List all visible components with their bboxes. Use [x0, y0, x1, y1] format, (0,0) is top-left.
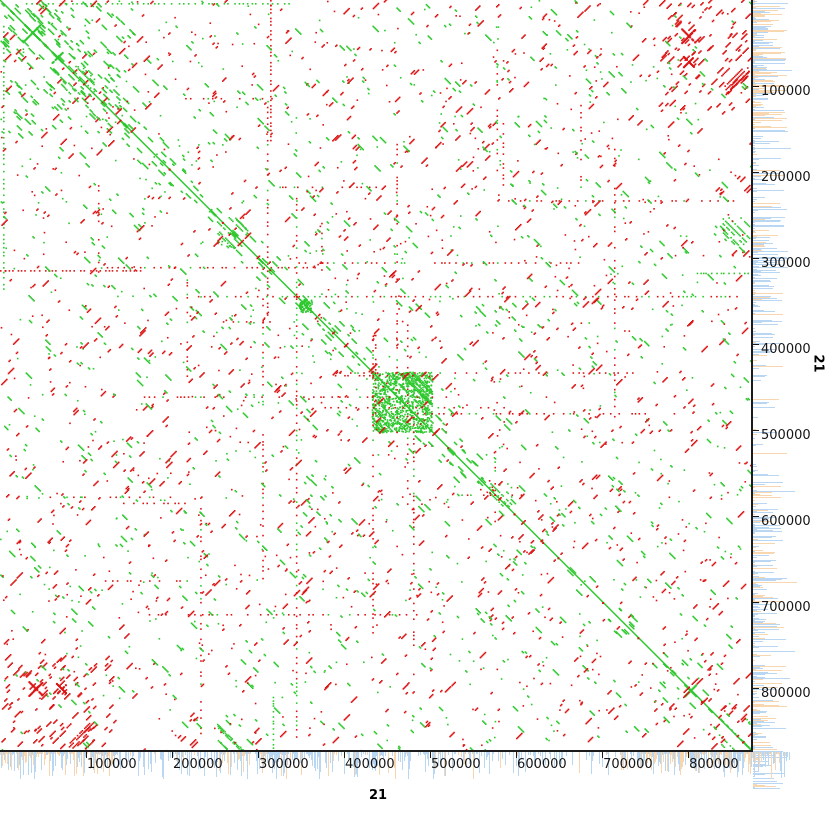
x-tick	[343, 750, 346, 758]
right-annotation-track	[753, 0, 830, 790]
y-axis-line	[751, 0, 753, 752]
x-tick-label: 100000	[87, 757, 137, 772]
y-tick-label: 800000	[761, 686, 811, 702]
y-tick	[751, 687, 759, 690]
y-axis-title: 21	[810, 354, 826, 373]
x-tick	[515, 750, 518, 758]
x-tick-label: 600000	[517, 757, 567, 772]
y-tick-label: 400000	[761, 342, 811, 358]
x-axis-title: 21	[368, 788, 388, 803]
x-tick-label: 700000	[603, 757, 653, 772]
x-tick	[85, 750, 87, 758]
y-tick	[751, 515, 759, 518]
x-tick-label: 300000	[259, 757, 309, 772]
y-tick	[751, 257, 759, 260]
x-tick-label: 200000	[173, 757, 223, 772]
y-tick-label: 500000	[761, 428, 811, 444]
y-tick	[751, 171, 759, 174]
dotplot-canvas	[0, 0, 751, 750]
y-tick-label: 600000	[761, 514, 811, 530]
x-tick-label: 400000	[345, 757, 395, 772]
y-tick	[751, 85, 759, 87]
x-tick	[257, 750, 260, 758]
x-tick	[687, 750, 690, 758]
y-tick-label: 100000	[761, 84, 811, 99]
y-tick-label: 300000	[761, 256, 811, 272]
bottom-annotation-track	[0, 752, 790, 779]
y-tick-label: 700000	[761, 600, 811, 616]
y-tick	[751, 343, 759, 346]
x-tick-label: 800000	[689, 757, 739, 772]
y-tick	[751, 601, 759, 604]
y-tick	[751, 429, 759, 432]
x-tick	[601, 750, 604, 758]
x-axis-line	[0, 750, 753, 752]
y-tick-label: 200000	[761, 170, 811, 186]
x-tick	[171, 750, 174, 758]
x-tick	[429, 750, 432, 758]
x-tick-label: 500000	[431, 757, 481, 772]
